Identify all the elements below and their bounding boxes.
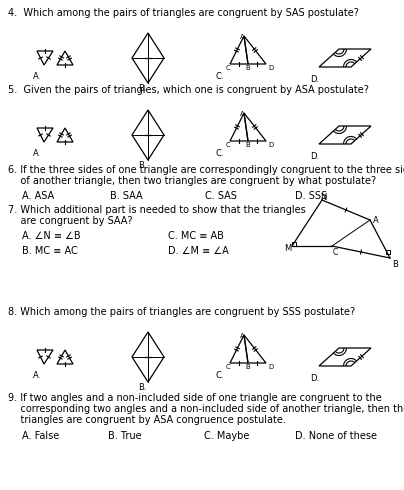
Text: C: C — [333, 248, 338, 257]
Text: D.: D. — [310, 75, 319, 84]
Text: A.: A. — [33, 371, 41, 380]
Text: 9. If two angles and a non-included side of one triangle are congruent to the: 9. If two angles and a non-included side… — [8, 393, 382, 403]
Bar — [292, 242, 296, 246]
Text: A. ASA: A. ASA — [22, 191, 54, 201]
Text: B.: B. — [138, 161, 147, 170]
Text: A: A — [240, 333, 244, 339]
Text: D: D — [268, 65, 273, 71]
Text: B: B — [246, 65, 250, 71]
Text: B.: B. — [138, 383, 147, 392]
Text: D. None of these: D. None of these — [295, 431, 377, 441]
Bar — [386, 250, 390, 254]
Text: 5.  Given the pairs of triangles, which one is congruent by ASA postulate?: 5. Given the pairs of triangles, which o… — [8, 85, 369, 95]
Text: 8. Which among the pairs of triangles are congruent by SSS postulate?: 8. Which among the pairs of triangles ar… — [8, 307, 355, 317]
Text: C. Maybe: C. Maybe — [204, 431, 249, 441]
Text: D. ∠M ≡ ∠A: D. ∠M ≡ ∠A — [168, 246, 229, 256]
Text: B. MC ≡ AC: B. MC ≡ AC — [22, 246, 78, 256]
Text: A. ∠N ≡ ∠B: A. ∠N ≡ ∠B — [22, 231, 81, 241]
Text: C.: C. — [216, 72, 225, 81]
Text: B: B — [246, 364, 250, 370]
Text: M: M — [284, 244, 291, 253]
Text: 7. Which additional part is needed to show that the triangles: 7. Which additional part is needed to sh… — [8, 205, 306, 215]
Text: B: B — [246, 142, 250, 148]
Text: are congruent by SAA?: are congruent by SAA? — [8, 216, 133, 226]
Text: C. SAS: C. SAS — [205, 191, 237, 201]
Text: A: A — [240, 34, 244, 40]
Text: A.: A. — [33, 149, 41, 158]
Text: B. SAA: B. SAA — [110, 191, 143, 201]
Text: A.: A. — [33, 72, 41, 81]
Text: D: D — [268, 142, 273, 148]
Text: triangles are congruent by ASA congruence postulate.: triangles are congruent by ASA congruenc… — [8, 415, 286, 425]
Text: C.: C. — [216, 371, 225, 380]
Text: D: D — [268, 364, 273, 370]
Text: corresponding two angles and a non-included side of another triangle, then the: corresponding two angles and a non-inclu… — [8, 404, 404, 414]
Text: 4.  Which among the pairs of triangles are congruent by SAS postulate?: 4. Which among the pairs of triangles ar… — [8, 8, 359, 18]
Text: C: C — [226, 364, 231, 370]
Text: D.: D. — [310, 374, 319, 383]
Text: C.: C. — [216, 149, 225, 158]
Text: of another triangle, then two triangles are congruent by what postulate?: of another triangle, then two triangles … — [8, 176, 376, 186]
Text: D. SSS: D. SSS — [295, 191, 327, 201]
Text: 6. If the three sides of one triangle are correspondingly congruent to the three: 6. If the three sides of one triangle ar… — [8, 165, 404, 175]
Text: B: B — [392, 260, 398, 269]
Text: C. MC ≡ AB: C. MC ≡ AB — [168, 231, 224, 241]
Text: D.: D. — [310, 152, 319, 161]
Text: A: A — [373, 216, 379, 225]
Text: C: C — [226, 142, 231, 148]
Text: A. False: A. False — [22, 431, 59, 441]
Text: N: N — [320, 193, 326, 202]
Text: B. True: B. True — [108, 431, 142, 441]
Text: C: C — [226, 65, 231, 71]
Text: A: A — [240, 111, 244, 117]
Text: B.: B. — [138, 84, 147, 93]
